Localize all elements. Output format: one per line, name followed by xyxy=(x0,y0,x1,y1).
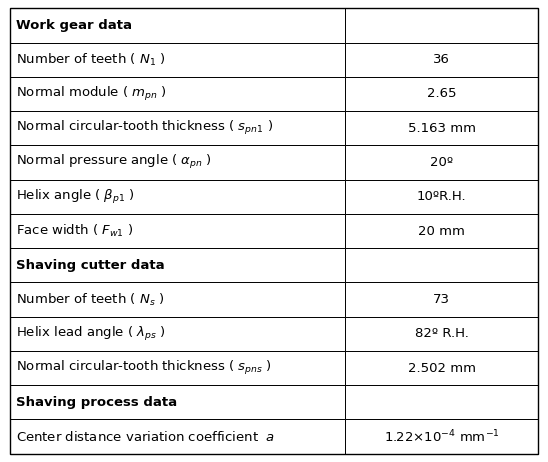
Text: Normal circular-tooth thickness ( $s_{pn1}$ ): Normal circular-tooth thickness ( $s_{pn… xyxy=(16,119,273,137)
Bar xyxy=(345,282,538,316)
Text: 20º: 20º xyxy=(430,156,453,169)
Bar xyxy=(345,8,538,43)
Bar xyxy=(345,180,538,214)
Bar xyxy=(10,316,345,351)
Text: 2.65: 2.65 xyxy=(427,87,456,100)
Bar xyxy=(345,419,538,454)
Bar xyxy=(10,385,345,419)
Text: Center distance variation coefficient  $a$: Center distance variation coefficient $a… xyxy=(16,430,275,444)
Bar xyxy=(10,146,345,180)
Bar xyxy=(10,248,345,282)
Bar xyxy=(10,180,345,214)
Bar xyxy=(10,77,345,111)
Bar xyxy=(345,214,538,248)
Text: Normal module ( $m_{pn}$ ): Normal module ( $m_{pn}$ ) xyxy=(16,85,167,103)
Text: 1.22×10$^{-4}$ mm$^{-1}$: 1.22×10$^{-4}$ mm$^{-1}$ xyxy=(384,428,500,445)
Text: Normal pressure angle ( $\alpha_{pn}$ ): Normal pressure angle ( $\alpha_{pn}$ ) xyxy=(16,153,212,171)
Text: 2.502 mm: 2.502 mm xyxy=(408,362,476,375)
Text: 73: 73 xyxy=(433,293,450,306)
Bar xyxy=(345,146,538,180)
Text: Helix lead angle ( $\lambda_{ps}$ ): Helix lead angle ( $\lambda_{ps}$ ) xyxy=(16,325,166,343)
Text: Normal circular-tooth thickness ( $s_{pns}$ ): Normal circular-tooth thickness ( $s_{pn… xyxy=(16,359,272,377)
Bar xyxy=(345,248,538,282)
Text: 82º R.H.: 82º R.H. xyxy=(415,327,469,340)
Bar xyxy=(10,111,345,146)
Text: Shaving process data: Shaving process data xyxy=(16,396,178,409)
Text: Shaving cutter data: Shaving cutter data xyxy=(16,259,165,272)
Bar xyxy=(345,385,538,419)
Text: 36: 36 xyxy=(433,53,450,66)
Bar xyxy=(345,111,538,146)
Bar xyxy=(10,419,345,454)
Text: Face width ( $F_{w1}$ ): Face width ( $F_{w1}$ ) xyxy=(16,223,134,239)
Bar xyxy=(345,316,538,351)
Text: 5.163 mm: 5.163 mm xyxy=(408,122,476,135)
Text: Number of teeth ( $N_s$ ): Number of teeth ( $N_s$ ) xyxy=(16,292,165,308)
Text: Number of teeth ( $N_1$ ): Number of teeth ( $N_1$ ) xyxy=(16,52,166,68)
Text: Work gear data: Work gear data xyxy=(16,19,133,32)
Bar xyxy=(345,77,538,111)
Text: 10ºR.H.: 10ºR.H. xyxy=(417,190,466,203)
Bar xyxy=(345,43,538,77)
Bar xyxy=(345,351,538,385)
Bar xyxy=(10,214,345,248)
Bar xyxy=(10,8,345,43)
Text: Helix angle ( $\beta_{p1}$ ): Helix angle ( $\beta_{p1}$ ) xyxy=(16,188,135,206)
Bar xyxy=(10,43,345,77)
Bar xyxy=(10,282,345,316)
Bar xyxy=(10,351,345,385)
Text: 20 mm: 20 mm xyxy=(418,225,465,237)
